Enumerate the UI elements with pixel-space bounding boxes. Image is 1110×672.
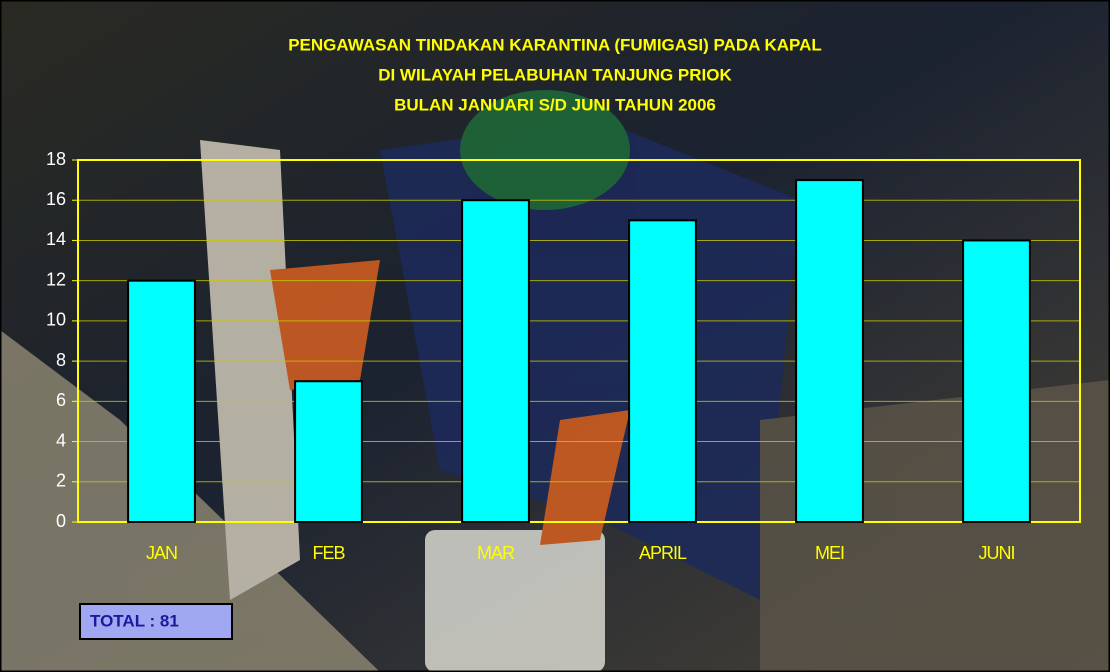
x-tick-label: APRIL xyxy=(639,543,687,563)
y-tick-label: 10 xyxy=(46,310,66,330)
bar xyxy=(795,179,864,523)
y-tick-label: 14 xyxy=(46,229,66,249)
plot-border xyxy=(77,159,1081,523)
bar xyxy=(461,199,530,523)
y-tick-label: 4 xyxy=(56,430,66,450)
chart-title: BULAN JANUARI S/D JUNI TAHUN 2006 xyxy=(394,95,716,114)
bar xyxy=(628,219,697,523)
x-tick-label: FEB xyxy=(312,543,345,563)
y-tick-label: 6 xyxy=(56,390,66,410)
bar xyxy=(294,380,363,523)
y-tick-label: 8 xyxy=(56,350,66,370)
x-tick-label: JUNI xyxy=(979,543,1015,563)
total-box xyxy=(79,603,233,640)
bar xyxy=(127,279,196,523)
y-tick-label: 18 xyxy=(46,149,66,169)
x-tick-label: MAR xyxy=(477,543,515,563)
y-tick-label: 2 xyxy=(56,471,66,491)
bar xyxy=(962,239,1031,523)
total-label: TOTAL : 81 xyxy=(90,611,179,630)
y-tick-label: 0 xyxy=(56,511,66,531)
chart-title: PENGAWASAN TINDAKAN KARANTINA (FUMIGASI)… xyxy=(288,35,822,54)
y-tick-label: 12 xyxy=(46,269,66,289)
x-tick-label: JAN xyxy=(146,543,177,563)
x-tick-label: MEI xyxy=(815,543,844,563)
chart-title: DI WILAYAH PELABUHAN TANJUNG PRIOK xyxy=(378,65,732,84)
y-tick-label: 16 xyxy=(46,189,66,209)
